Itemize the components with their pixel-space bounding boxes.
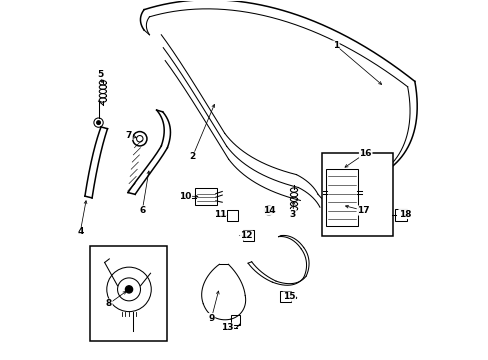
FancyBboxPatch shape [243, 230, 254, 240]
Circle shape [125, 286, 132, 293]
Text: 12: 12 [240, 231, 252, 240]
Text: 9: 9 [208, 314, 214, 323]
FancyBboxPatch shape [195, 188, 216, 205]
Text: 17: 17 [357, 206, 369, 215]
Text: 14: 14 [262, 206, 275, 215]
FancyBboxPatch shape [226, 210, 237, 221]
Bar [321, 153, 392, 235]
Circle shape [97, 121, 100, 125]
Text: 8: 8 [105, 299, 112, 308]
Text: 15: 15 [283, 292, 295, 301]
FancyBboxPatch shape [230, 315, 240, 324]
Text: 6: 6 [139, 206, 145, 215]
Text: 11: 11 [213, 210, 226, 219]
Text: 13: 13 [221, 323, 233, 332]
Text: 1: 1 [332, 41, 338, 50]
Text: 16: 16 [359, 149, 371, 158]
FancyBboxPatch shape [325, 168, 357, 226]
Text: 7: 7 [125, 131, 132, 140]
Text: 3: 3 [289, 210, 295, 219]
Text: 4: 4 [77, 228, 83, 237]
FancyBboxPatch shape [280, 291, 291, 302]
Bar [90, 246, 167, 341]
Text: 10: 10 [179, 192, 191, 201]
Text: 18: 18 [398, 210, 410, 219]
FancyBboxPatch shape [395, 209, 406, 221]
Circle shape [266, 208, 270, 213]
Text: 2: 2 [189, 152, 195, 161]
Text: 5: 5 [97, 70, 103, 79]
